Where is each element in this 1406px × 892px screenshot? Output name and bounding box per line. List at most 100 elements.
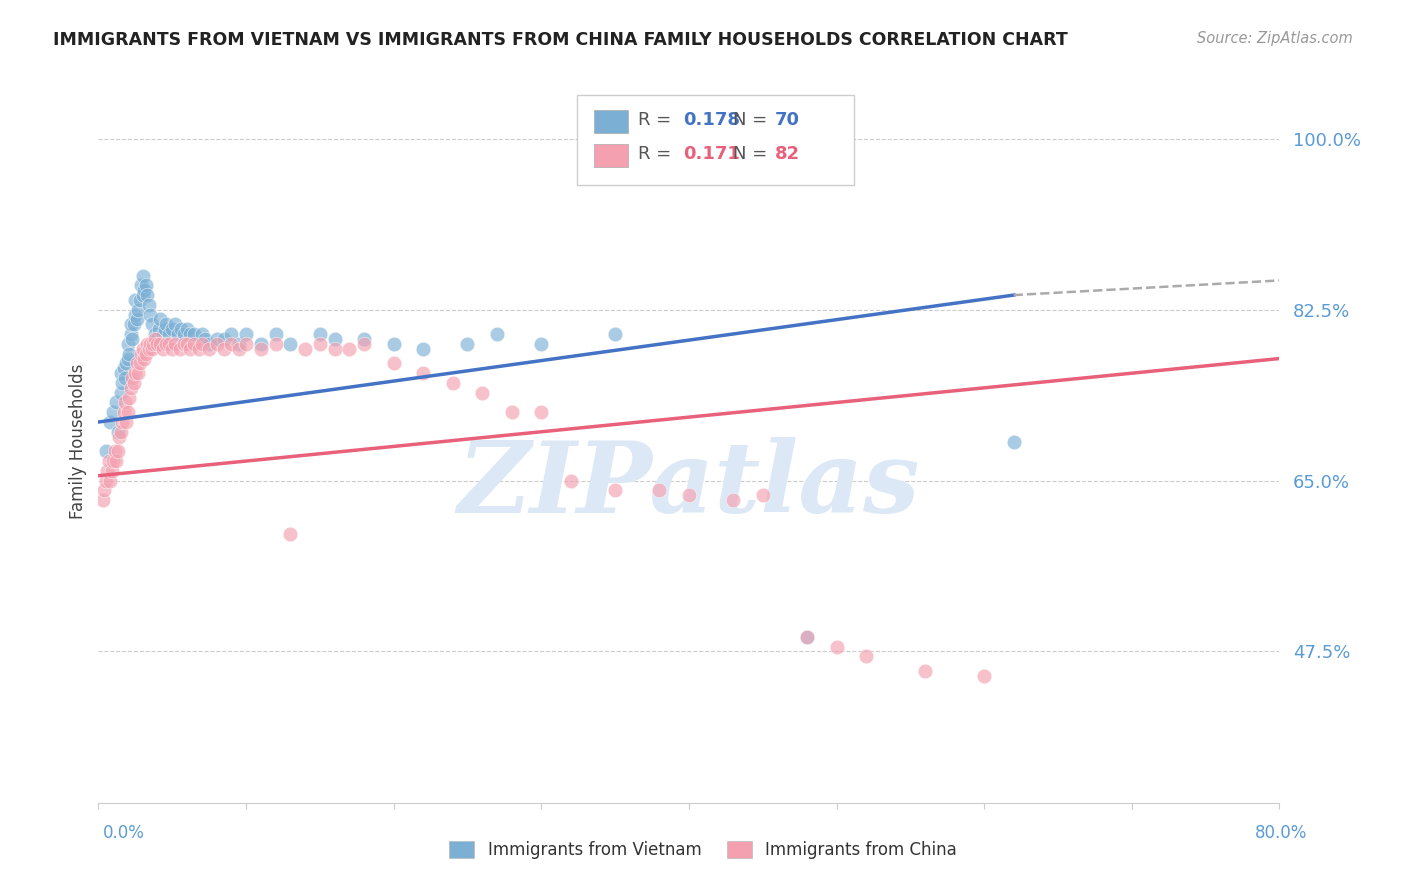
- Point: [103, 405, 125, 419]
- FancyBboxPatch shape: [595, 110, 627, 133]
- Point: [121, 371, 143, 385]
- Point: [115, 356, 138, 370]
- Point: [136, 337, 159, 351]
- Text: 70: 70: [775, 111, 800, 129]
- Text: N =: N =: [733, 145, 773, 163]
- Point: [120, 318, 142, 332]
- Point: [170, 322, 193, 336]
- Point: [796, 630, 818, 644]
- Point: [143, 332, 166, 346]
- FancyBboxPatch shape: [576, 95, 855, 185]
- Point: [212, 332, 235, 346]
- Point: [118, 346, 141, 360]
- Point: [98, 415, 121, 429]
- Point: [108, 430, 131, 444]
- Point: [134, 283, 156, 297]
- Point: [221, 337, 243, 351]
- Text: R =: R =: [638, 145, 678, 163]
- Point: [825, 640, 848, 654]
- Point: [323, 332, 346, 346]
- Point: [127, 302, 149, 317]
- Point: [264, 337, 287, 351]
- Point: [228, 337, 250, 351]
- Point: [412, 342, 434, 356]
- Point: [382, 337, 405, 351]
- Point: [121, 332, 143, 346]
- Point: [796, 630, 818, 644]
- Point: [97, 454, 120, 468]
- Text: Source: ZipAtlas.com: Source: ZipAtlas.com: [1197, 31, 1353, 46]
- Point: [530, 405, 553, 419]
- Legend: Immigrants from Vietnam, Immigrants from China: Immigrants from Vietnam, Immigrants from…: [443, 834, 963, 866]
- Point: [149, 337, 172, 351]
- Point: [129, 278, 152, 293]
- Point: [138, 342, 160, 356]
- Point: [94, 444, 117, 458]
- Point: [115, 415, 138, 429]
- Point: [165, 318, 187, 332]
- Point: [132, 268, 155, 283]
- Point: [105, 395, 128, 409]
- Point: [169, 342, 191, 356]
- Point: [173, 327, 195, 342]
- Point: [198, 342, 221, 356]
- Point: [176, 337, 198, 351]
- Point: [142, 337, 165, 351]
- Point: [280, 527, 302, 541]
- Y-axis label: Family Households: Family Households: [69, 364, 87, 519]
- Point: [146, 332, 169, 346]
- Point: [143, 327, 166, 342]
- Point: [486, 327, 509, 342]
- Point: [194, 332, 217, 346]
- Point: [212, 342, 235, 356]
- Point: [152, 342, 174, 356]
- Point: [114, 371, 136, 385]
- Point: [179, 342, 201, 356]
- Text: ZIPatlas: ZIPatlas: [458, 437, 920, 533]
- Point: [457, 337, 479, 351]
- Point: [530, 337, 553, 351]
- Text: R =: R =: [638, 111, 678, 129]
- Point: [605, 327, 627, 342]
- Point: [153, 322, 176, 336]
- Point: [128, 293, 150, 307]
- Point: [139, 308, 162, 322]
- Point: [501, 405, 523, 419]
- Point: [250, 337, 273, 351]
- Point: [323, 342, 346, 356]
- Point: [973, 669, 995, 683]
- Point: [135, 346, 157, 360]
- Point: [176, 322, 198, 336]
- Point: [148, 322, 170, 336]
- Point: [107, 444, 129, 458]
- Point: [280, 337, 302, 351]
- Point: [914, 664, 936, 678]
- Point: [127, 366, 149, 380]
- Text: 0.178: 0.178: [683, 111, 740, 129]
- Point: [120, 327, 142, 342]
- Point: [162, 342, 183, 356]
- Point: [124, 293, 146, 307]
- Point: [412, 366, 434, 380]
- Point: [110, 425, 132, 439]
- Point: [560, 474, 582, 488]
- Text: 0.171: 0.171: [683, 145, 740, 163]
- Point: [132, 288, 155, 302]
- Point: [183, 327, 205, 342]
- Point: [678, 488, 700, 502]
- Point: [135, 278, 157, 293]
- Point: [122, 376, 145, 390]
- Point: [152, 327, 174, 342]
- Point: [198, 337, 221, 351]
- Point: [173, 337, 195, 351]
- Point: [382, 356, 405, 370]
- Point: [117, 337, 139, 351]
- Point: [250, 342, 273, 356]
- Text: 0.0%: 0.0%: [103, 824, 145, 842]
- Point: [235, 327, 257, 342]
- Point: [93, 483, 115, 498]
- Point: [191, 337, 214, 351]
- Point: [110, 366, 132, 380]
- Point: [94, 474, 117, 488]
- Point: [124, 308, 146, 322]
